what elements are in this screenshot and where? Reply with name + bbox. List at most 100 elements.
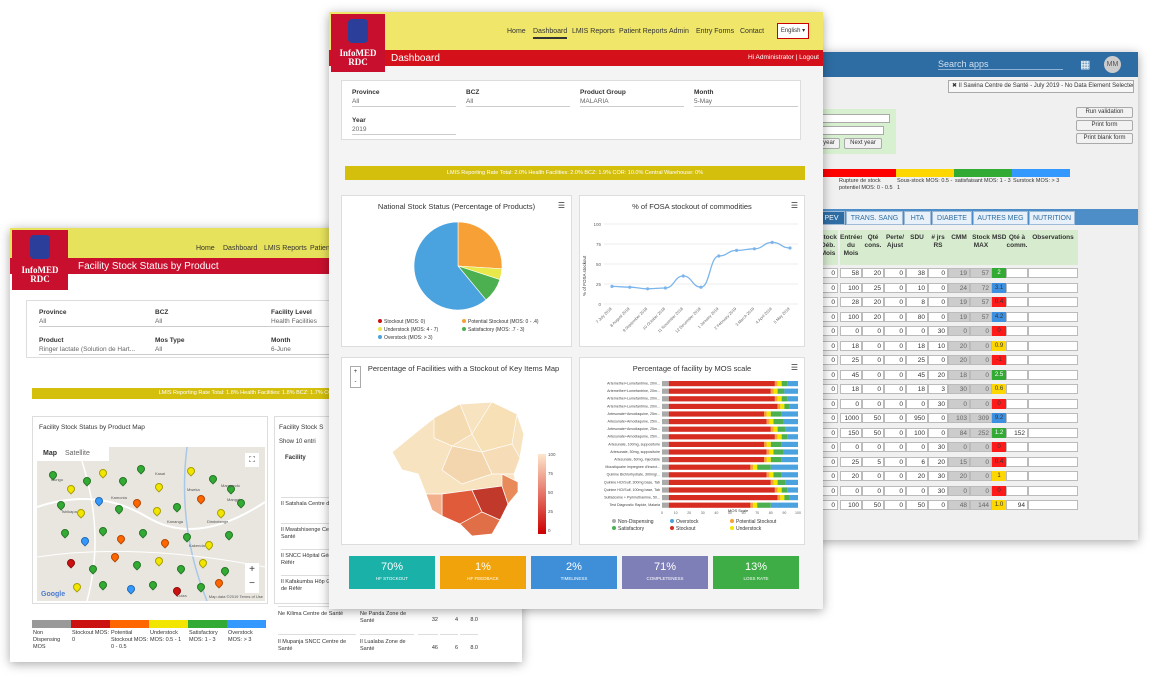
bar-segment[interactable] [785,479,798,485]
pie-legend-item[interactable]: Understock (MOS: 4 - 7) [378,327,438,333]
grid-cell[interactable]: 20 [840,471,862,481]
grid-cell[interactable] [1006,398,1028,409]
user-greeting[interactable]: Hi Administrator | Logout [747,54,819,61]
bar-segment[interactable] [770,411,782,417]
pie-slice[interactable] [457,221,503,270]
chart-menu-icon[interactable]: ☰ [557,201,565,210]
province-filter[interactable]: Province All [39,309,157,327]
bar-segment[interactable] [781,472,798,478]
bar-segment[interactable] [780,403,785,409]
bar-segment[interactable] [777,426,786,432]
grid-cell[interactable]: 0 [884,413,906,423]
bar-segment[interactable] [766,419,770,425]
bar-legend-item[interactable]: Satisfactory [612,526,644,532]
data-point[interactable] [752,247,756,251]
grid-cell[interactable]: 20 [928,369,948,380]
apps-grid-icon[interactable]: ▦ [1080,59,1091,71]
grid-cell[interactable]: 0 [884,369,906,380]
bar-segment[interactable] [781,457,798,463]
grid-cell[interactable]: 18 [840,384,862,394]
grid-cell[interactable] [1028,326,1078,336]
map-tab[interactable]: Map [43,450,57,457]
product-filter[interactable]: Product Ringer lactate (Solution de Hart.… [39,337,157,355]
bar-segment[interactable] [753,502,758,508]
satellite-tab[interactable]: Satellite [64,450,90,457]
tab-autres-meg[interactable]: AUTRES MEG [973,211,1028,225]
nav-dashboard[interactable]: Dashboard [533,28,568,39]
bar-segment[interactable] [668,381,775,387]
grid-cell[interactable]: 25 [862,282,884,293]
bar-segment[interactable] [769,419,774,425]
product-group-filter[interactable]: Product Group MALARIA [580,89,684,107]
run-validation-button[interactable]: Run validation [1076,107,1133,118]
bar-segment[interactable] [662,419,669,425]
bar-segment[interactable] [766,441,771,447]
grid-cell[interactable]: 0 [928,500,948,510]
pie-legend-item[interactable]: Potential Stockout (MOS: 0 - .4) [462,319,539,325]
bar-segment[interactable] [789,403,798,409]
data-point[interactable] [681,274,685,278]
print-blank-form-button[interactable]: Print blank form [1076,133,1133,144]
grid-cell[interactable] [1006,442,1028,452]
bar-segment[interactable] [766,449,770,455]
grid-cell[interactable] [1028,471,1078,481]
nav-entry-forms[interactable]: Entry Forms [696,28,735,35]
grid-cell[interactable]: 0 [862,355,884,365]
bar-segment[interactable] [750,502,754,508]
grid-cell[interactable]: 0 [884,500,906,510]
grid-cell[interactable] [1006,485,1028,496]
bcz-filter[interactable]: BCZ All [155,309,273,327]
grid-cell[interactable]: 50 [906,500,928,510]
bar-segment[interactable] [757,464,771,470]
bar-segment[interactable] [668,464,751,470]
bar-segment[interactable] [770,388,774,394]
grid-cell[interactable]: 0 [840,326,862,336]
bar-segment[interactable] [787,381,798,387]
grid-cell[interactable]: 45 [906,369,928,380]
grid-cell[interactable]: 0 [862,471,884,481]
bar-segment[interactable] [770,426,774,432]
month-filter[interactable]: Month 6-June [271,337,333,355]
grid-cell[interactable] [1006,355,1028,365]
bcz-filter[interactable]: BCZ All [466,89,570,107]
facility-row[interactable]: Il Mwatshisenge Centre de Santé [281,523,349,541]
zoom-control[interactable]: + − [245,563,259,593]
bar-segment[interactable] [781,434,788,440]
data-point[interactable] [717,254,721,258]
grid-cell[interactable]: 0 [884,427,906,438]
bar-segment[interactable] [770,441,782,447]
grid-cell[interactable]: 0 [884,340,906,351]
grid-cell[interactable]: 0 [884,326,906,336]
bar-segment[interactable] [766,457,771,463]
grid-cell[interactable]: 0 [884,456,906,467]
grid-cell[interactable]: 100 [840,282,862,293]
bar-segment[interactable] [770,479,774,485]
grid-cell[interactable] [1006,282,1028,293]
bar-segment[interactable] [662,472,669,478]
grid-cell[interactable]: 0 [928,427,948,438]
grid-cell[interactable]: 20 [862,311,884,322]
bar-segment[interactable] [766,472,770,478]
bar-segment[interactable] [769,449,774,455]
nav-home[interactable]: Home [507,28,526,35]
bar-segment[interactable] [784,495,790,501]
grid-cell[interactable]: 0 [884,282,906,293]
language-select[interactable]: English ▾ [777,23,809,39]
grid-cell[interactable]: 18 [906,340,928,351]
period-field[interactable] [818,126,884,135]
province-filter[interactable]: Province All [352,89,456,107]
grid-cell[interactable] [1006,413,1028,423]
fullscreen-icon[interactable]: ⛶ [245,453,259,467]
bar-segment[interactable] [668,434,775,440]
bar-segment[interactable] [662,495,669,501]
bar-segment[interactable] [750,464,754,470]
bar-segment[interactable] [770,457,782,463]
bar-segment[interactable] [783,419,798,425]
grid-cell[interactable]: 0 [884,268,906,278]
grid-cell[interactable] [1006,340,1028,351]
bar-segment[interactable] [781,411,798,417]
tab-nutrition[interactable]: NUTRITION [1029,211,1075,225]
bar-segment[interactable] [662,457,669,463]
bar-legend-item[interactable]: Overstock [670,519,699,525]
tab-hta[interactable]: HTA [904,211,931,225]
